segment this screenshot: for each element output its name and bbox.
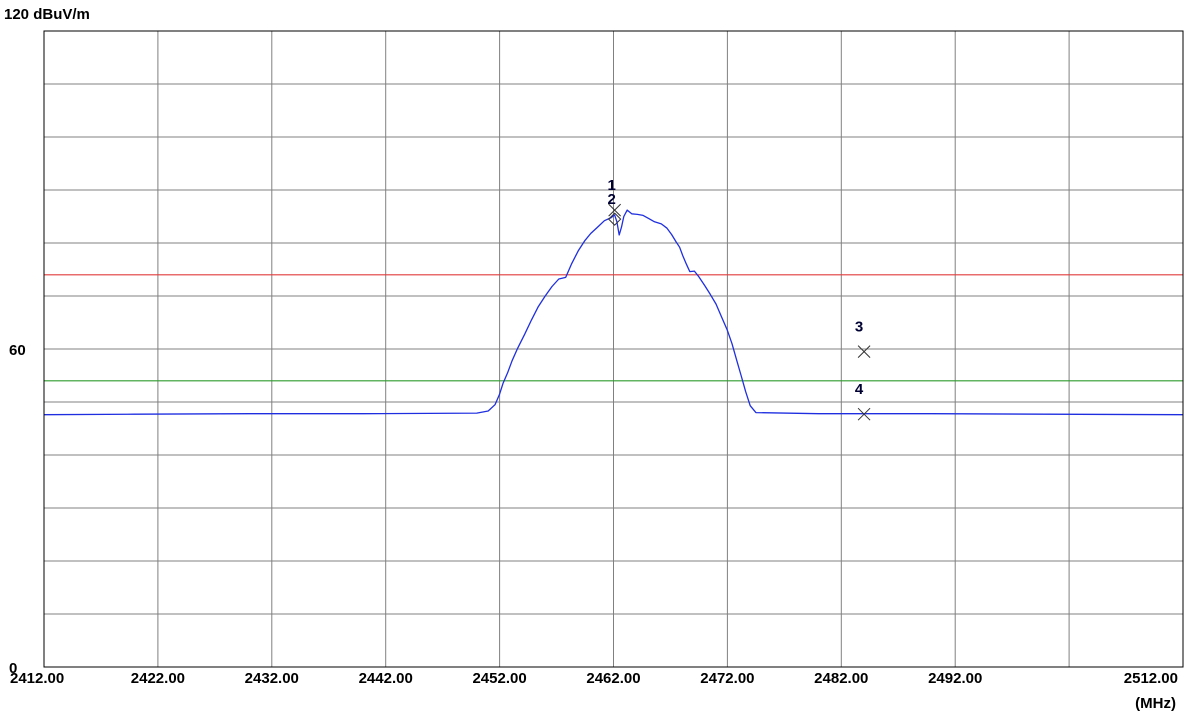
limit-lines [44,274,1183,382]
grid [44,31,1183,667]
x-tick-labels: 2412.00 2422.00 2432.00 2442.00 2452.00 2462.… [10,670,1178,687]
marker-symbol-1 [608,203,621,217]
marker-symbol-3 [857,345,871,359]
x-tick-label: 2422.00 [131,670,185,687]
x-tick-label: 2482.00 [814,670,868,687]
x-tick-label: 2472.00 [700,670,754,687]
marker-label-4: 4 [855,381,864,398]
marker-cross-stroke [857,345,871,359]
y-unit-label: 120 dBuV/m [4,6,90,23]
trace-layer [43,209,1184,416]
marker-label-3: 3 [855,319,863,336]
marker-symbol-2 [607,212,622,226]
marker-cross-stroke [608,203,621,217]
x-unit-label: (MHz) [1135,695,1176,712]
marker-label-2: 2 [607,191,615,208]
plot-frame [43,30,1184,668]
marker-symbol-4 [857,407,871,421]
x-tick-label: 2462.00 [586,670,640,687]
x-tick-label: 2412.00 [10,670,64,687]
x-tick-label: 2492.00 [928,670,982,687]
marker-layer: 12 3 4 [607,177,871,421]
trace-line-1 [43,209,1184,416]
y-tick-label: 60 [9,342,26,359]
x-tick-label: 2442.00 [359,670,413,687]
marker-label-1: 1 [607,177,615,194]
y-tick-labels: 60 0 [9,342,26,677]
x-tick-label: 2432.00 [245,670,299,687]
y-tick-label: 0 [9,660,17,677]
x-tick-label: 2452.00 [472,670,526,687]
marker-cross-stroke [857,407,871,421]
x-tick-label: 2512.00 [1124,670,1178,687]
